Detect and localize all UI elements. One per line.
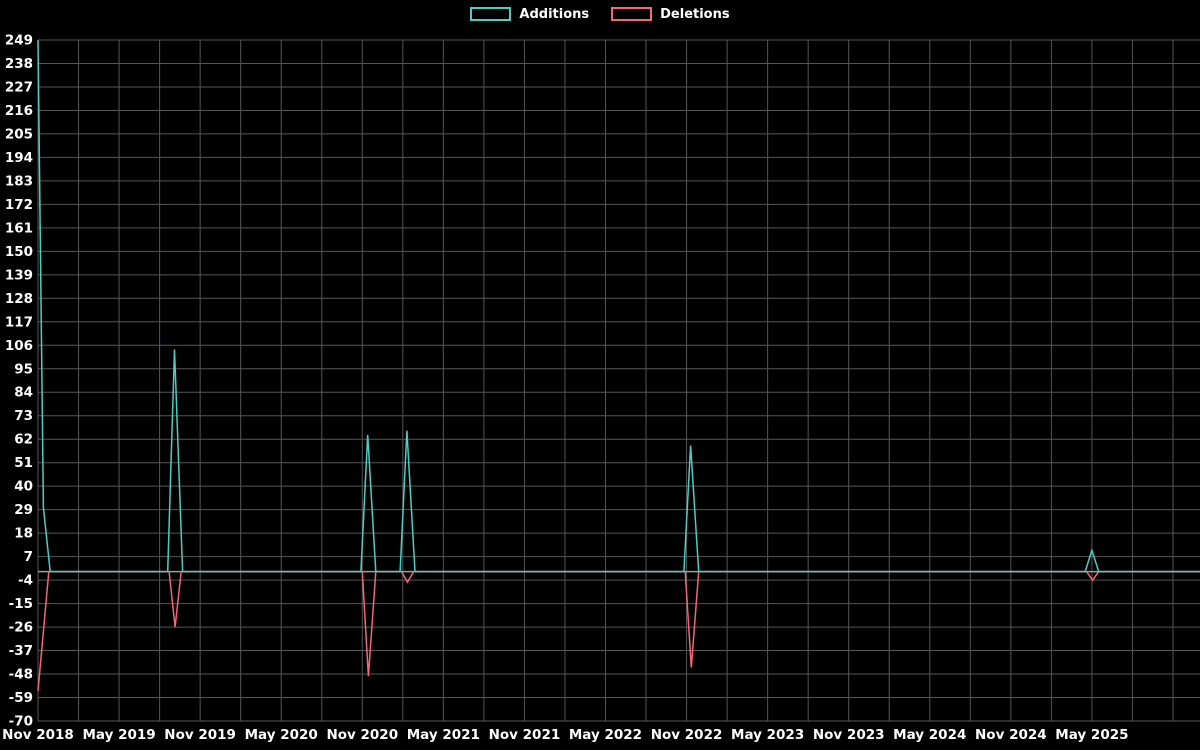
svg-text:84: 84 bbox=[14, 385, 33, 401]
svg-text:216: 216 bbox=[5, 103, 33, 119]
svg-text:106: 106 bbox=[5, 338, 33, 354]
svg-text:40: 40 bbox=[14, 479, 33, 495]
svg-text:-26: -26 bbox=[9, 620, 33, 636]
svg-text:161: 161 bbox=[5, 220, 33, 236]
svg-text:Nov 2022: Nov 2022 bbox=[651, 727, 723, 743]
svg-text:-48: -48 bbox=[9, 667, 33, 683]
svg-text:May 2022: May 2022 bbox=[569, 727, 642, 743]
legend-item-deletions: Deletions bbox=[611, 6, 730, 22]
svg-text:139: 139 bbox=[5, 267, 33, 283]
svg-text:194: 194 bbox=[5, 150, 33, 166]
svg-text:172: 172 bbox=[5, 197, 33, 213]
svg-text:Nov 2024: Nov 2024 bbox=[975, 727, 1047, 743]
svg-text:62: 62 bbox=[14, 432, 33, 448]
svg-text:-59: -59 bbox=[9, 690, 33, 706]
svg-text:-15: -15 bbox=[9, 596, 33, 612]
svg-text:Nov 2023: Nov 2023 bbox=[813, 727, 885, 743]
svg-text:51: 51 bbox=[14, 455, 33, 471]
svg-text:150: 150 bbox=[5, 244, 33, 260]
legend-item-additions: Additions bbox=[470, 7, 589, 21]
chart-legend: Additions Deletions bbox=[0, 7, 1200, 21]
deletions-swatch bbox=[611, 7, 653, 21]
additions-swatch bbox=[470, 7, 512, 21]
svg-text:May 2024: May 2024 bbox=[893, 727, 966, 743]
svg-text:May 2021: May 2021 bbox=[407, 727, 480, 743]
svg-text:227: 227 bbox=[5, 79, 33, 95]
svg-text:May 2020: May 2020 bbox=[245, 727, 318, 743]
svg-text:128: 128 bbox=[5, 291, 33, 307]
svg-text:May 2025: May 2025 bbox=[1055, 727, 1128, 743]
svg-text:7: 7 bbox=[24, 549, 33, 565]
svg-text:May 2023: May 2023 bbox=[731, 727, 804, 743]
svg-text:-70: -70 bbox=[9, 714, 33, 730]
svg-text:Nov 2020: Nov 2020 bbox=[326, 727, 398, 743]
svg-text:249: 249 bbox=[5, 33, 33, 49]
additions-label: Additions bbox=[519, 6, 590, 22]
svg-text:May 2019: May 2019 bbox=[82, 727, 155, 743]
svg-text:117: 117 bbox=[5, 314, 33, 330]
svg-text:183: 183 bbox=[5, 173, 33, 189]
svg-text:95: 95 bbox=[14, 361, 33, 377]
svg-text:Nov 2019: Nov 2019 bbox=[164, 727, 236, 743]
svg-text:205: 205 bbox=[5, 126, 33, 142]
svg-text:29: 29 bbox=[14, 502, 33, 518]
svg-text:238: 238 bbox=[5, 56, 33, 72]
svg-text:Nov 2021: Nov 2021 bbox=[489, 727, 561, 743]
svg-text:-37: -37 bbox=[9, 643, 33, 659]
deletions-label: Deletions bbox=[660, 6, 730, 22]
svg-text:-4: -4 bbox=[18, 573, 33, 589]
svg-text:18: 18 bbox=[14, 526, 33, 542]
svg-text:73: 73 bbox=[14, 408, 33, 424]
svg-text:Nov 2018: Nov 2018 bbox=[2, 727, 74, 743]
